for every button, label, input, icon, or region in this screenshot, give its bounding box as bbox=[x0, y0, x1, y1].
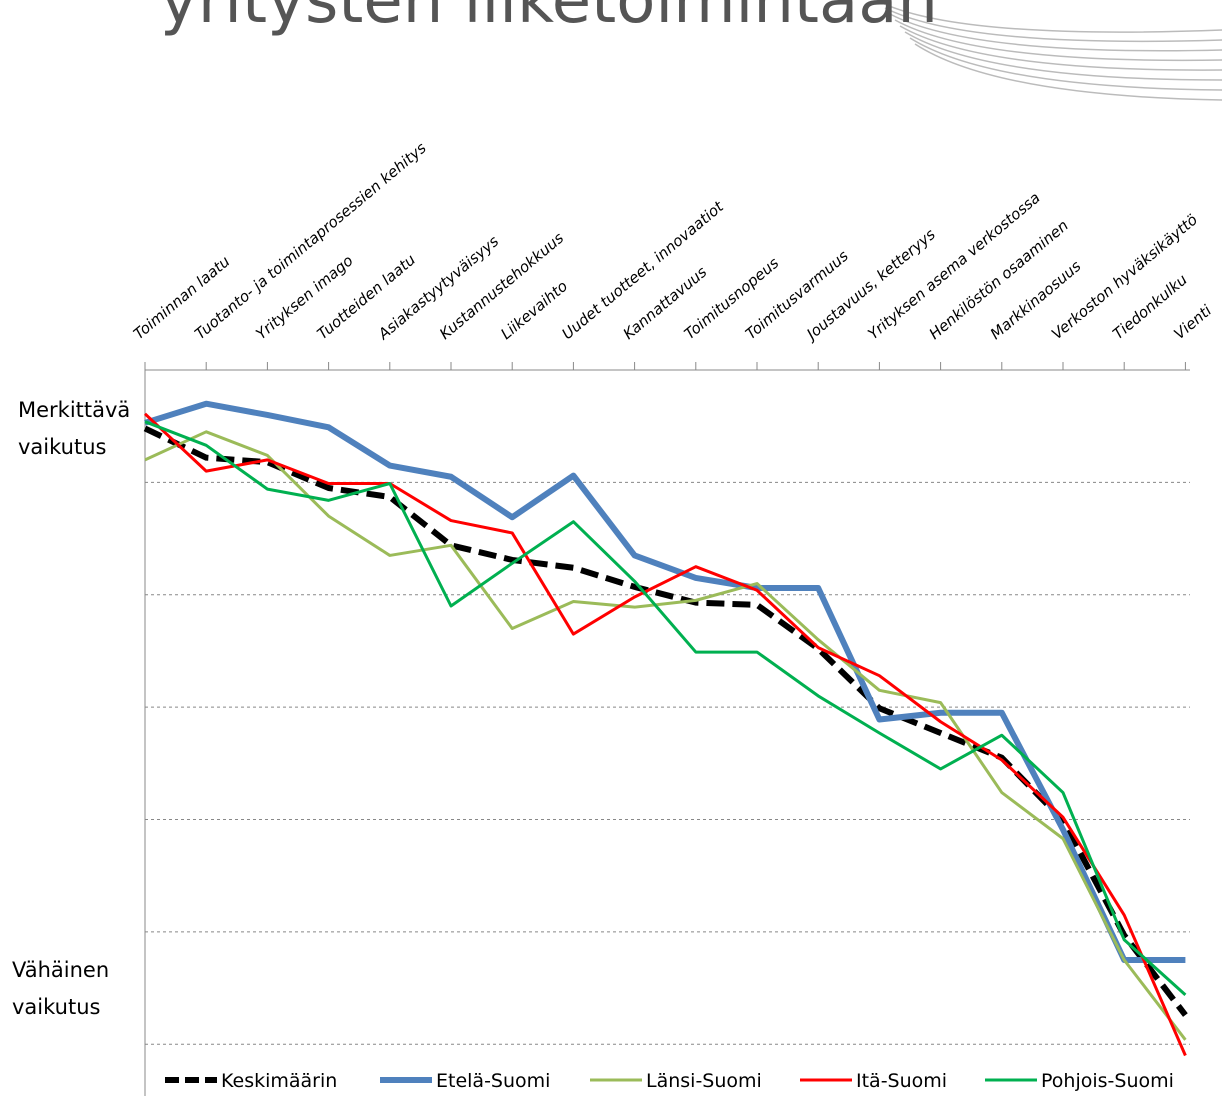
page: yritysten liiketoimintaan Toiminnan laat… bbox=[0, 0, 1222, 1096]
legend-label: Pohjois-Suomi bbox=[1041, 1070, 1174, 1092]
series-line bbox=[145, 422, 1185, 995]
legend-label: Itä-Suomi bbox=[856, 1070, 947, 1092]
y-bottom-label: Vähäinen vaikutus bbox=[12, 952, 122, 1026]
x-tick-label: Toimitusvarmuus bbox=[742, 247, 852, 343]
series-line bbox=[145, 428, 1185, 1015]
legend-label: Etelä-Suomi bbox=[436, 1070, 550, 1092]
series-line bbox=[145, 414, 1185, 1056]
legend-label: Keskimäärin bbox=[221, 1070, 337, 1092]
x-tick-label: Vienti bbox=[1170, 301, 1215, 343]
y-top-label: Merkittävä vaikutus bbox=[18, 392, 138, 466]
legend-label: Länsi-Suomi bbox=[646, 1070, 762, 1092]
chart: yritysten liiketoimintaan Toiminnan laat… bbox=[0, 0, 1222, 1096]
series-line bbox=[145, 432, 1185, 1040]
chart-title: yritysten liiketoimintaan bbox=[160, 0, 938, 38]
